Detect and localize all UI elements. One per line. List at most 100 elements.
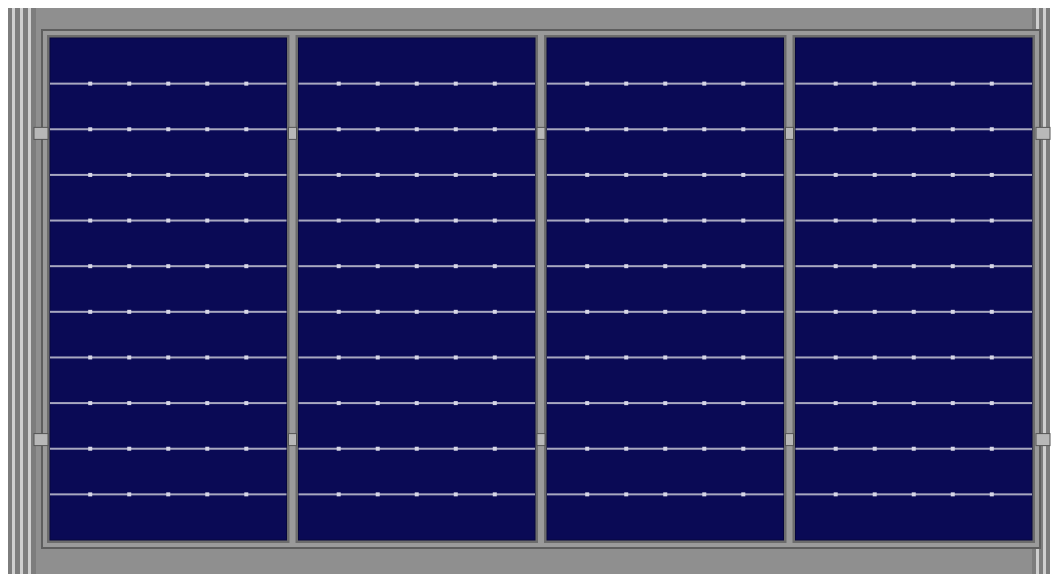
busbar-dot — [375, 309, 380, 314]
busbar-dot — [950, 264, 955, 269]
mounting-clamp — [33, 126, 49, 140]
busbar-dot — [950, 355, 955, 360]
busbar-dot — [205, 127, 210, 132]
busbar-dot — [663, 81, 668, 86]
right-rail-rib — [1043, 8, 1046, 574]
busbar-dot — [127, 355, 132, 360]
busbar-dot — [950, 172, 955, 177]
busbar-dot — [492, 309, 497, 314]
mounting-clamp — [288, 433, 297, 447]
busbar-dot — [205, 218, 210, 223]
busbar-dot — [166, 309, 171, 314]
busbar-dot — [166, 401, 171, 406]
busbar-dot — [585, 355, 590, 360]
busbar-dot — [88, 355, 93, 360]
busbar-dot — [989, 355, 994, 360]
solar-panels — [47, 35, 1035, 543]
busbar-dot — [702, 264, 707, 269]
busbar-dot — [244, 446, 249, 451]
busbar-dot — [585, 218, 590, 223]
busbar-dot — [911, 264, 916, 269]
busbar-dot — [989, 492, 994, 497]
busbar-dot — [492, 172, 497, 177]
busbar-dot — [872, 264, 877, 269]
busbar-dot — [414, 446, 419, 451]
busbar-dot — [492, 401, 497, 406]
busbar-dot — [453, 355, 458, 360]
busbar-dot — [336, 309, 341, 314]
busbar-dot — [833, 172, 838, 177]
busbar-dot — [244, 355, 249, 360]
busbar-dot — [989, 172, 994, 177]
busbar-dot — [88, 401, 93, 406]
busbar-dot — [414, 401, 419, 406]
busbar-dot — [989, 264, 994, 269]
busbar-dot — [989, 127, 994, 132]
busbar-dot — [414, 309, 419, 314]
mounting-clamps — [33, 126, 1051, 447]
busbar-dot — [166, 446, 171, 451]
busbar-dot — [741, 81, 746, 86]
busbar-dot — [663, 218, 668, 223]
busbar-dot — [911, 446, 916, 451]
solar-panel — [544, 35, 787, 543]
busbar-dot — [414, 218, 419, 223]
busbar-dot — [127, 218, 132, 223]
busbar-dot — [414, 264, 419, 269]
busbar-dot — [741, 401, 746, 406]
busbar-dot — [911, 355, 916, 360]
busbar-dot — [205, 446, 210, 451]
busbar-dot — [989, 401, 994, 406]
busbar-dot — [336, 81, 341, 86]
busbar-dot — [375, 218, 380, 223]
solar-panel — [295, 35, 538, 543]
busbar-dot — [453, 446, 458, 451]
busbar-dot — [989, 218, 994, 223]
busbar-dot — [166, 127, 171, 132]
busbar-dot — [833, 218, 838, 223]
busbar-dot — [950, 492, 955, 497]
busbar-dot — [205, 492, 210, 497]
busbar-dot — [244, 401, 249, 406]
mounting-clamp — [785, 433, 794, 447]
busbar-dot — [453, 492, 458, 497]
busbar-dot — [205, 172, 210, 177]
busbar-dot — [205, 264, 210, 269]
busbar-dot — [414, 127, 419, 132]
busbar-dot — [624, 172, 629, 177]
busbar-dot — [127, 172, 132, 177]
busbar-dot — [950, 309, 955, 314]
busbar-dot — [741, 172, 746, 177]
busbar-dot — [950, 81, 955, 86]
busbar-dot — [244, 492, 249, 497]
solar-panel — [792, 35, 1035, 543]
busbar-dot — [624, 401, 629, 406]
busbar-dot — [166, 218, 171, 223]
solar-panel — [47, 35, 290, 543]
busbar-dot — [950, 218, 955, 223]
busbar-dot — [127, 81, 132, 86]
busbar-dot — [624, 492, 629, 497]
busbar-dot — [989, 309, 994, 314]
busbar-dot — [741, 127, 746, 132]
left-rail-rib — [20, 8, 23, 574]
busbar-dot — [453, 264, 458, 269]
mounting-clamp — [1035, 433, 1051, 447]
busbar-dot — [663, 492, 668, 497]
busbar-dot — [702, 401, 707, 406]
busbar-dot — [663, 309, 668, 314]
busbar-dot — [453, 172, 458, 177]
busbar-dot — [336, 264, 341, 269]
busbar-dot — [375, 81, 380, 86]
busbar-dot — [702, 218, 707, 223]
busbar-dot — [663, 172, 668, 177]
busbar-dot — [375, 355, 380, 360]
busbar-dot — [205, 355, 210, 360]
busbar-dot — [127, 127, 132, 132]
busbar-dot — [989, 446, 994, 451]
busbar-dot — [336, 492, 341, 497]
busbar-dot — [663, 127, 668, 132]
mounting-clamp — [536, 126, 546, 140]
busbar-dot — [872, 81, 877, 86]
busbar-dot — [88, 446, 93, 451]
